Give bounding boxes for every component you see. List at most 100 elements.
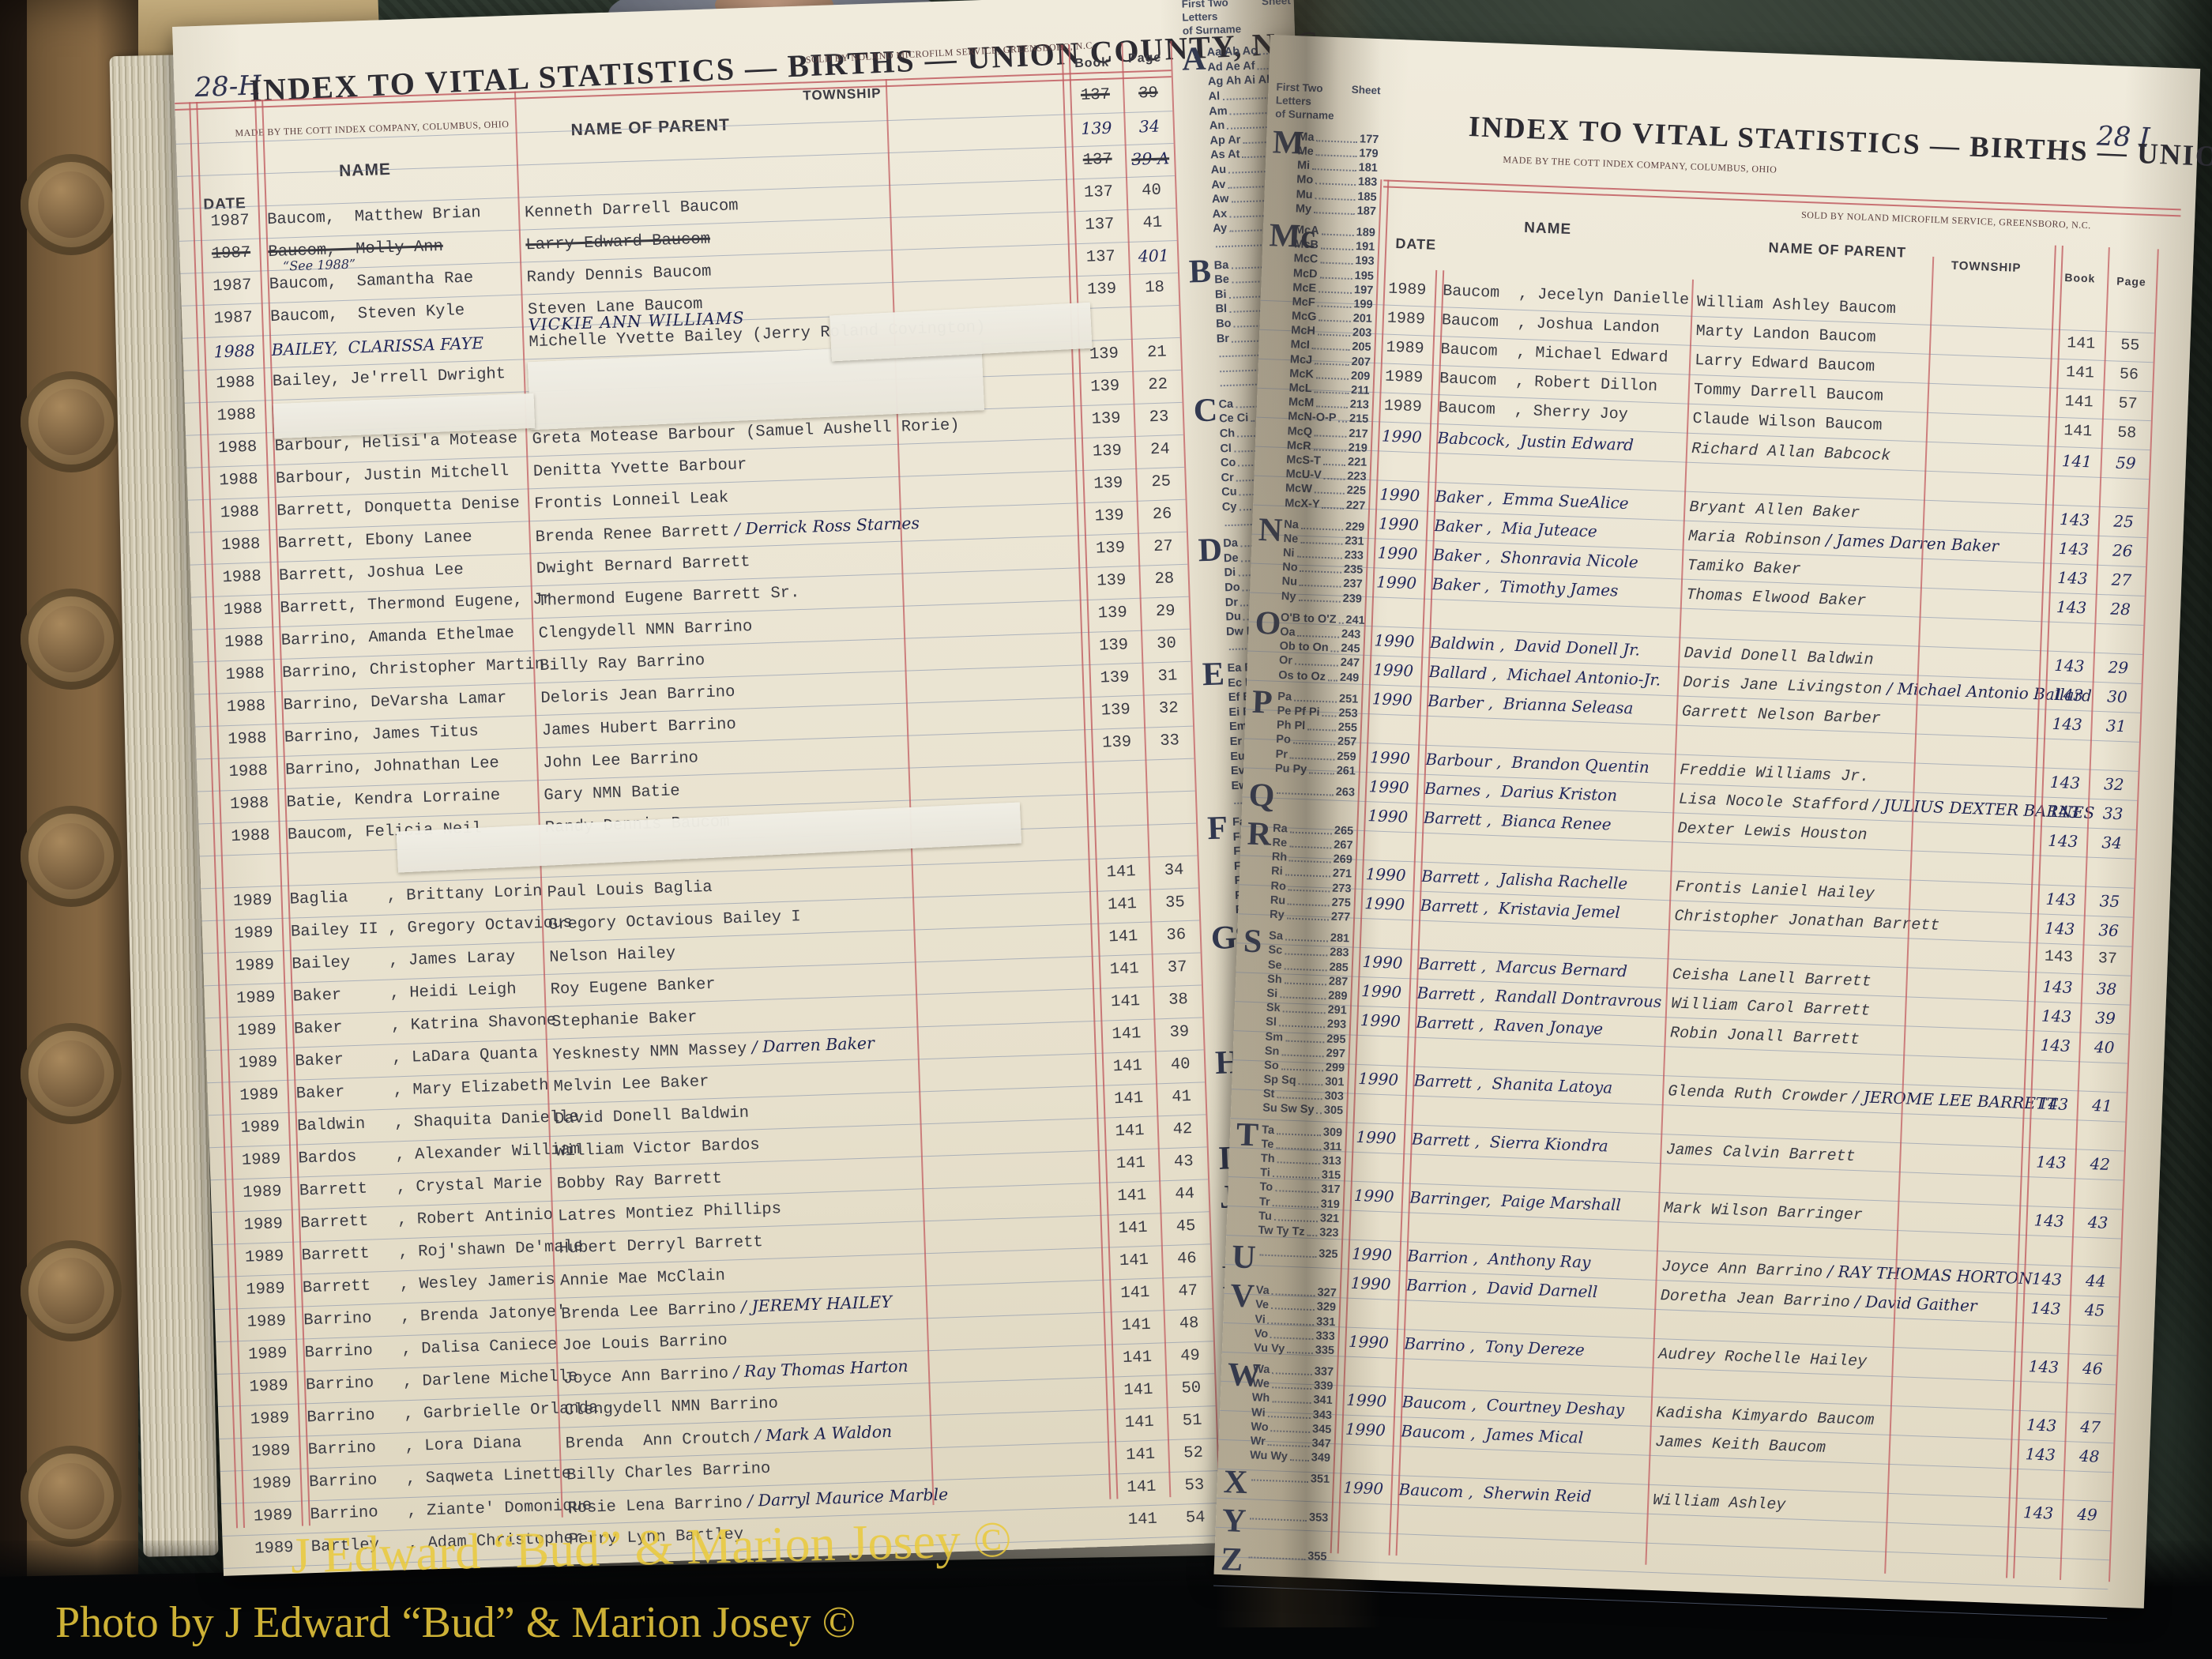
page-cell: 35	[1164, 893, 1186, 912]
surname-prefix: Ob to On	[1279, 640, 1329, 655]
book-cell: 141	[1122, 1348, 1153, 1368]
dotted-leader	[1314, 434, 1347, 438]
sheet-number: 229	[1345, 520, 1365, 534]
column-header-book: Book	[1074, 55, 1110, 71]
book-cell	[2021, 1387, 2065, 1389]
dotted-leader	[1276, 1132, 1321, 1136]
sheet-number: 299	[1325, 1061, 1345, 1075]
parent-typed: Rosie Lena Barrino	[567, 1494, 743, 1518]
surname-prefix: McM	[1288, 396, 1315, 410]
page-cell: 34	[1138, 116, 1161, 137]
dotted-leader	[1267, 1444, 1310, 1448]
surname-prefix: Ro	[1270, 879, 1287, 893]
surname-prefix: Ad Ae Af	[1207, 59, 1255, 74]
parent-cell: Larry Edward Baucom	[525, 231, 710, 255]
surname-prefix: Te	[1261, 1138, 1274, 1151]
page-cell: 55	[2120, 336, 2140, 356]
dotted-leader	[1322, 463, 1345, 466]
sheet-number: 349	[1311, 1451, 1331, 1465]
surname-prefix: Wo	[1251, 1420, 1269, 1434]
sheet-number: 257	[1337, 735, 1357, 749]
parent-typed: Brenda Renee Barrett	[535, 521, 730, 547]
page-cell: 42	[1172, 1119, 1193, 1139]
sheet-label: Sheet	[1261, 0, 1291, 8]
name-cell: Barrett , Wesley Jameris	[302, 1270, 556, 1298]
index-line: Su Sw Sy 305	[1262, 1100, 1344, 1118]
letter-block-S: S Sa 281 Sc 283 Se 285 Sh 287 Si 289 Sk 291 Sl 293 Sm 29…	[1239, 924, 1350, 1118]
name-cell: Barringer, Paige Marshall	[1409, 1187, 1622, 1215]
page-cell: 40	[1141, 181, 1162, 201]
parent-cell: Robin Jonall Barrett	[1670, 1023, 1860, 1049]
date-cell: 1989	[243, 1215, 284, 1235]
index-line: To 317	[1259, 1179, 1341, 1197]
dotted-leader	[1314, 362, 1349, 366]
dotted-leader	[1320, 247, 1353, 251]
header-rule	[1383, 179, 2181, 217]
name-cell: Barnes , Darius Kriston	[1424, 778, 1618, 805]
dotted-leader	[1314, 491, 1345, 495]
parent-typed: Kadisha Kimyardo Baucom	[1655, 1404, 1875, 1431]
sheet-number: 355	[1307, 1550, 1327, 1564]
parent-typed: Yesknesty NMN Massey	[552, 1040, 747, 1065]
name-cell: Barber , Brianna Seleasa	[1427, 690, 1634, 718]
dotted-leader	[1297, 634, 1339, 638]
date-cell: 1988	[223, 600, 263, 620]
surname-prefix: Cl	[1220, 442, 1232, 455]
tab-strip-header: Sheet First Two Letters of Surname	[1181, 0, 1292, 38]
name-cell: Bailey, Je'rrell Dwright	[272, 365, 506, 392]
index-line: 263	[1274, 782, 1356, 799]
name-cell: Baldwin , David Donell Jr.	[1429, 632, 1641, 660]
date-cell	[198, 180, 260, 182]
page-cell: 46	[2082, 1358, 2103, 1379]
parent-typed: David Donell Baldwin	[1683, 644, 1874, 670]
parent-handwritten-addition: / Darren Baker	[746, 1033, 875, 1057]
name-cell: Barbour , Brandon Quentin	[1425, 749, 1650, 777]
page-cell: 32	[2103, 774, 2125, 795]
index-line: Me 179	[1297, 143, 1379, 160]
page-cell: 25	[1151, 472, 1172, 492]
parent-cell: Bryant Allen Baker	[1689, 498, 1860, 523]
date-cell: 1989	[235, 988, 276, 1008]
index-line: McH 203	[1291, 322, 1372, 340]
date-cell	[1343, 1363, 1392, 1364]
surname-prefix: Vi	[1255, 1312, 1266, 1326]
surname-prefix: Ry	[1269, 908, 1285, 922]
dotted-leader	[1315, 182, 1356, 186]
date-cell: 1988	[213, 340, 256, 362]
surname-prefix: Sk	[1266, 1001, 1281, 1015]
name-cell: Baker , Timothy James	[1431, 574, 1619, 600]
book-cell	[2013, 1592, 2057, 1593]
parent-typed: Dexter Lewis Houston	[1677, 819, 1868, 845]
page-cell	[2063, 1593, 2105, 1595]
letter-O: O	[1254, 604, 1282, 642]
book-cell: 143	[2045, 889, 2077, 910]
dotted-leader	[1313, 449, 1346, 452]
letter-entries: Sa 281 Sc 283 Se 285 Sh 287 Si 289 Sk 291 Sl 293 Sm 295…	[1262, 928, 1350, 1118]
index-line: McR 219	[1287, 438, 1368, 455]
dotted-leader	[1330, 650, 1339, 653]
date-cell: 1988	[222, 567, 262, 588]
dotted-leader	[1327, 679, 1337, 682]
page-cell: 52	[1183, 1443, 1204, 1463]
surname-prefix: Ax	[1212, 207, 1228, 221]
name-cell: Barrino , Garbrielle Orlanda	[307, 1399, 599, 1428]
sheet-number: 291	[1327, 1003, 1348, 1018]
index-line: McG 201	[1292, 308, 1373, 325]
date-cell: 1988	[219, 470, 259, 491]
surname-prefix: Am	[1209, 104, 1228, 118]
page-cell	[2083, 1068, 2124, 1070]
sheet-number: 267	[1333, 838, 1353, 852]
dotted-leader	[1319, 276, 1352, 280]
letter-block-X: X 351	[1223, 1464, 1330, 1503]
dotted-leader	[1267, 1322, 1315, 1326]
index-line: Ta 309	[1262, 1122, 1343, 1139]
book-cell: 139	[1093, 474, 1123, 494]
letter-Mc: Mc	[1268, 216, 1316, 255]
index-line: Ra 265	[1273, 820, 1354, 838]
index-line: McD 195	[1293, 265, 1375, 283]
parent-typed: Billy Charles Barrino	[566, 1459, 771, 1485]
date-cell	[1349, 1217, 1398, 1218]
parent-cell: Christopher Jonathan Barrett	[1674, 906, 1940, 935]
date-cell	[1355, 1041, 1404, 1043]
index-line: 325	[1257, 1243, 1338, 1261]
